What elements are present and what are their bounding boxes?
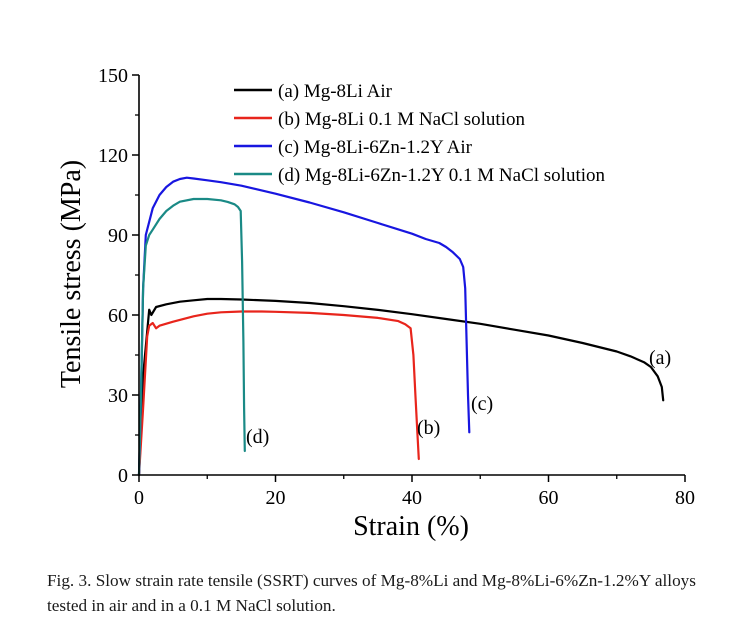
x-tick-label: 0 bbox=[134, 487, 144, 509]
x-axis-label: Strain (%) bbox=[353, 511, 469, 542]
curve-annotation-d: (d) bbox=[246, 426, 269, 448]
series-line-c bbox=[137, 176, 471, 477]
legend-label-b: (b) Mg-8Li 0.1 M NaCl solution bbox=[278, 109, 525, 130]
y-tick-label: 60 bbox=[108, 305, 128, 327]
figure-caption: Fig. 3. Slow strain rate tensile (SSRT) … bbox=[47, 571, 696, 615]
legend-label-c: (c) Mg-8Li-6Zn-1.2Y Air bbox=[278, 137, 473, 158]
ssrt-chart: 0 20 40 60 80 0 30 60 90 120 150 (a) Mg-8Li Air (b)… bbox=[56, 65, 695, 542]
y-axis-label: Tensile stress (MPa) bbox=[56, 160, 87, 388]
annotations-layer: (a) (b) (c) (d) bbox=[246, 347, 671, 448]
series-line-b bbox=[137, 310, 420, 477]
x-tick-label: 20 bbox=[266, 487, 286, 509]
y-tick-label: 120 bbox=[98, 145, 128, 167]
y-tick-label: 0 bbox=[118, 465, 128, 487]
curve-annotation-a: (a) bbox=[649, 347, 671, 369]
legend-label-d: (d) Mg-8Li-6Zn-1.2Y 0.1 M NaCl solution bbox=[278, 165, 606, 186]
legend-label-a: (a) Mg-8Li Air bbox=[278, 81, 393, 102]
y-tick-label: 90 bbox=[108, 225, 128, 247]
y-tick-label: 150 bbox=[98, 65, 128, 87]
x-tick-label: 60 bbox=[539, 487, 559, 509]
series-line-a bbox=[137, 297, 665, 477]
legend: (a) Mg-8Li Air (b) Mg-8Li 0.1 M NaCl solu… bbox=[234, 81, 606, 186]
series-layer bbox=[137, 176, 665, 477]
y-tick-label: 30 bbox=[108, 385, 128, 407]
curve-annotation-b: (b) bbox=[417, 417, 440, 439]
x-tick-label: 40 bbox=[402, 487, 422, 509]
axes-layer bbox=[138, 75, 685, 476]
x-tick-label: 80 bbox=[675, 487, 695, 509]
curve-annotation-c: (c) bbox=[471, 393, 493, 415]
ticks-layer: 0 20 40 60 80 0 30 60 90 120 150 bbox=[98, 65, 695, 509]
series-line-d bbox=[137, 197, 246, 477]
